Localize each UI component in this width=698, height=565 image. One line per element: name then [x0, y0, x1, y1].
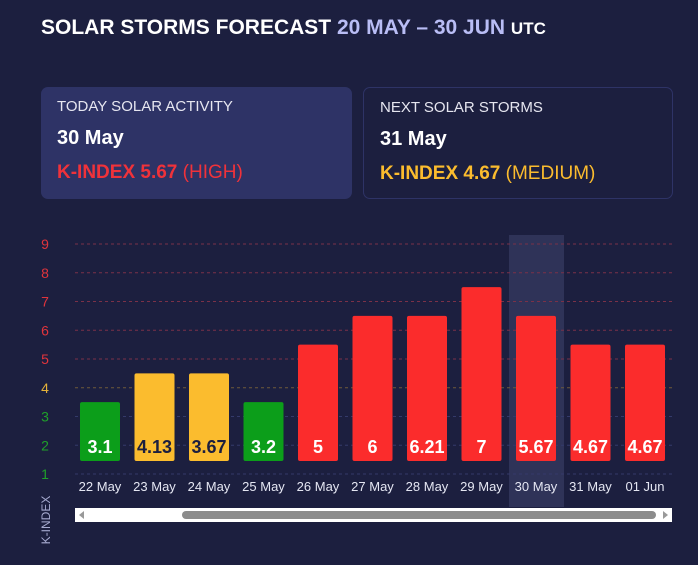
bar: [625, 344, 665, 461]
bar-value-label: 3.2: [251, 437, 276, 457]
bar: [407, 315, 447, 461]
bar: [243, 402, 284, 461]
k-index-level: (HIGH): [182, 162, 243, 183]
bar-value-label: 5.67: [518, 437, 553, 457]
bar-value-label: 7: [476, 437, 486, 457]
bar: [298, 344, 338, 461]
card-label: NEXT SOLAR STORMS: [380, 99, 543, 116]
y-tick-label: 9: [41, 236, 49, 252]
k-index: K-INDEX 5.67 (HIGH): [57, 162, 336, 184]
y-tick-label: 3: [41, 409, 49, 425]
page-title: SOLAR STORMS FORECAST 20 MAY – 30 JUN UT…: [41, 16, 546, 40]
y-tick-label: 5: [41, 351, 49, 367]
x-tick-label: 23 May: [133, 479, 176, 494]
x-tick-label: 28 May: [406, 479, 449, 494]
bar: [189, 373, 229, 461]
k-index-value: K-INDEX 5.67: [57, 162, 178, 183]
bar-value-label: 4.67: [573, 437, 608, 457]
x-tick-label: 01 Jun: [625, 479, 664, 494]
card-date: 31 May: [380, 128, 447, 150]
bar: [461, 287, 502, 461]
bar-value-label: 5: [313, 437, 323, 457]
bar-value-label: 3.1: [87, 437, 112, 457]
x-tick-label: 22 May: [79, 479, 122, 494]
title-text: SOLAR STORMS FORECAST: [41, 16, 332, 39]
bar: [516, 315, 556, 461]
timezone: UTC: [510, 19, 546, 38]
scroll-left-arrow-icon[interactable]: [79, 511, 84, 519]
y-tick-label: 6: [41, 322, 49, 338]
y-tick-label: 4: [41, 380, 49, 396]
bar: [352, 315, 393, 461]
scroll-right-arrow-icon[interactable]: [663, 511, 668, 519]
x-tick-label: 30 May: [515, 479, 558, 494]
x-tick-label: 29 May: [460, 479, 503, 494]
x-tick-label: 26 May: [297, 479, 340, 494]
bar-value-label: 4.67: [627, 437, 662, 457]
card-date: 30 May: [57, 127, 124, 149]
date-range: 20 MAY – 30 JUN: [336, 16, 506, 39]
bar-value-label: 3.67: [191, 437, 226, 457]
bar: [80, 402, 120, 461]
today-activity-card: TODAY SOLAR ACTIVITY 30 May K-INDEX 5.67…: [41, 87, 352, 199]
y-tick-label: 8: [41, 265, 49, 281]
bar: [570, 344, 611, 461]
next-storms-card: NEXT SOLAR STORMS 31 May K-INDEX 4.67 (M…: [363, 87, 673, 199]
y-tick-label: 7: [41, 294, 49, 310]
card-label: TODAY SOLAR ACTIVITY: [57, 98, 233, 115]
bar-value-label: 4.13: [137, 437, 172, 457]
k-index-level: (MEDIUM): [505, 163, 596, 184]
x-tick-label: 31 May: [569, 479, 612, 494]
k-index-value: K-INDEX 4.67: [380, 163, 501, 184]
y-tick-label: 2: [41, 437, 49, 453]
y-axis-label: K-INDEX: [39, 496, 53, 545]
scrollbar-thumb[interactable]: [182, 511, 656, 519]
x-tick-label: 25 May: [242, 479, 285, 494]
x-tick-label: 27 May: [351, 479, 394, 494]
bar-value-label: 6.21: [409, 437, 444, 457]
x-tick-label: 24 May: [188, 479, 231, 494]
bar-value-label: 6: [367, 437, 377, 457]
y-tick-label: 1: [41, 466, 49, 482]
k-index: K-INDEX 4.67 (MEDIUM): [380, 163, 656, 185]
bar: [134, 373, 175, 461]
